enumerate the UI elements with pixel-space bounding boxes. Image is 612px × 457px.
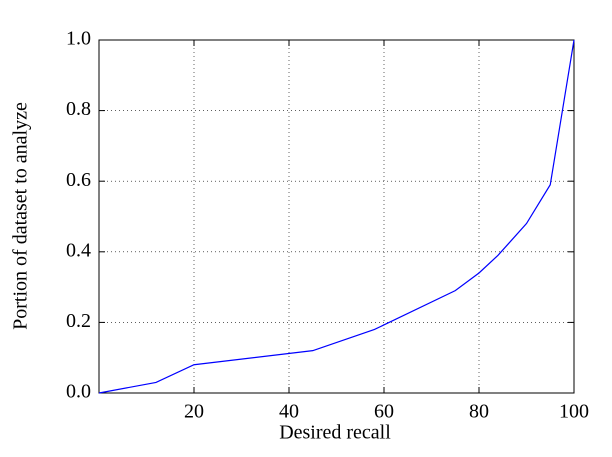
x-axis-label: Desired recall (279, 422, 391, 444)
data-line (98, 39, 575, 394)
x-tick-label: 20 (184, 401, 204, 423)
x-tick-label: 60 (374, 401, 394, 423)
y-tick-label: 0.8 (66, 98, 91, 120)
plot-frame (98, 39, 575, 394)
y-tick-label: 0.4 (66, 239, 91, 261)
y-tick-label: 0.6 (66, 169, 91, 191)
y-tick-label: 0.0 (66, 381, 91, 403)
y-tick-label: 0.2 (66, 310, 91, 332)
y-axis-label: Portion of dataset to analyze (10, 102, 32, 330)
x-tick-label: 80 (469, 401, 489, 423)
x-tick-label: 100 (559, 401, 589, 423)
y-tick-label: 1.0 (66, 28, 91, 50)
x-tick-label: 40 (279, 401, 299, 423)
